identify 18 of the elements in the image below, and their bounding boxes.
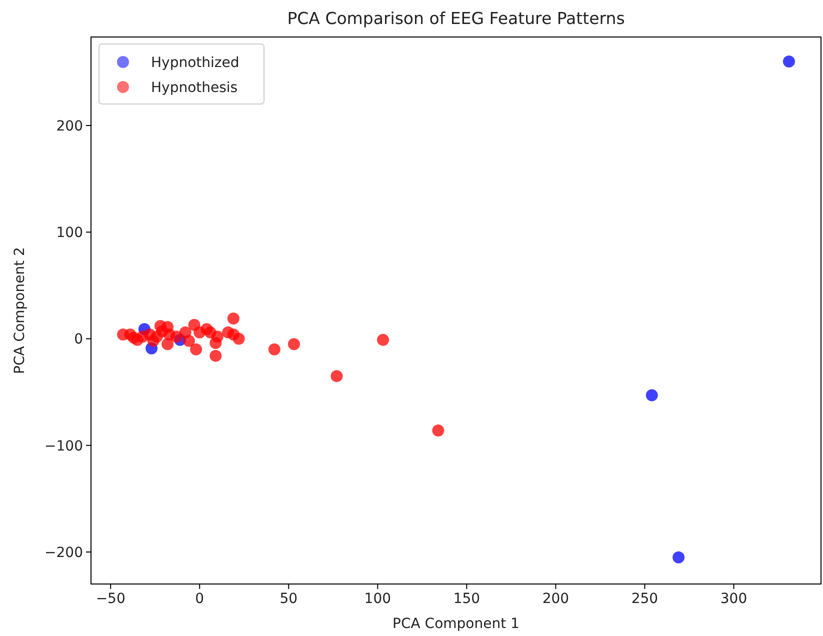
x-tick-label: 50 [280,591,298,607]
x-tick-label: 100 [364,591,392,607]
y-tick-label: −200 [44,544,83,561]
y-tick-label: −100 [44,438,83,454]
legend-label: Hypnothesis [151,80,238,96]
x-tick-label: 250 [631,591,658,607]
y-tick-label: 0 [74,332,83,348]
chart-title: PCA Comparison of EEG Feature Patterns [287,9,625,28]
x-tick-label: 300 [720,591,748,607]
y-tick-label: 100 [56,225,83,242]
y-axis-title: PCA Component 2 [12,247,28,374]
x-axis-title: PCA Component 1 [392,616,520,632]
y-tick-label: 200 [56,118,83,134]
x-tick-label: 200 [542,591,570,607]
x-tick-label: 150 [453,591,480,607]
x-tick-label: −50 [96,591,126,607]
x-tick-label: 0 [195,591,204,607]
legend-label: Hypnothized [151,54,240,71]
